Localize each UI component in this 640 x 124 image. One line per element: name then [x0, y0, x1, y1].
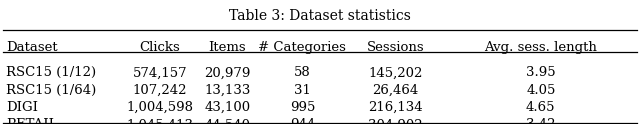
Text: Clicks: Clicks	[140, 41, 180, 54]
Text: Table 3: Dataset statistics: Table 3: Dataset statistics	[229, 9, 411, 23]
Text: 3.95: 3.95	[526, 66, 556, 79]
Text: 145,202: 145,202	[368, 66, 422, 79]
Text: 1,045,413: 1,045,413	[127, 118, 193, 124]
Text: Sessions: Sessions	[366, 41, 424, 54]
Text: DIGI: DIGI	[6, 101, 38, 114]
Text: 216,134: 216,134	[368, 101, 422, 114]
Text: 1,004,598: 1,004,598	[127, 101, 193, 114]
Text: 574,157: 574,157	[132, 66, 188, 79]
Text: 20,979: 20,979	[204, 66, 250, 79]
Text: 58: 58	[294, 66, 311, 79]
Text: 4.65: 4.65	[526, 101, 556, 114]
Text: 13,133: 13,133	[204, 84, 250, 97]
Text: 107,242: 107,242	[132, 84, 188, 97]
Text: 304,902: 304,902	[368, 118, 422, 124]
Text: 44,540: 44,540	[204, 118, 250, 124]
Text: Dataset: Dataset	[6, 41, 58, 54]
Text: 26,464: 26,464	[372, 84, 419, 97]
Text: Items: Items	[209, 41, 246, 54]
Text: # Categories: # Categories	[259, 41, 346, 54]
Text: 3.42: 3.42	[526, 118, 556, 124]
Text: RSC15 (1/12): RSC15 (1/12)	[6, 66, 97, 79]
Text: 43,100: 43,100	[204, 101, 250, 114]
Text: 31: 31	[294, 84, 311, 97]
Text: 995: 995	[290, 101, 315, 114]
Text: RSC15 (1/64): RSC15 (1/64)	[6, 84, 97, 97]
Text: Avg. sess. length: Avg. sess. length	[484, 41, 597, 54]
Text: 4.05: 4.05	[526, 84, 556, 97]
Text: RETAIL: RETAIL	[6, 118, 58, 124]
Text: 944: 944	[290, 118, 315, 124]
